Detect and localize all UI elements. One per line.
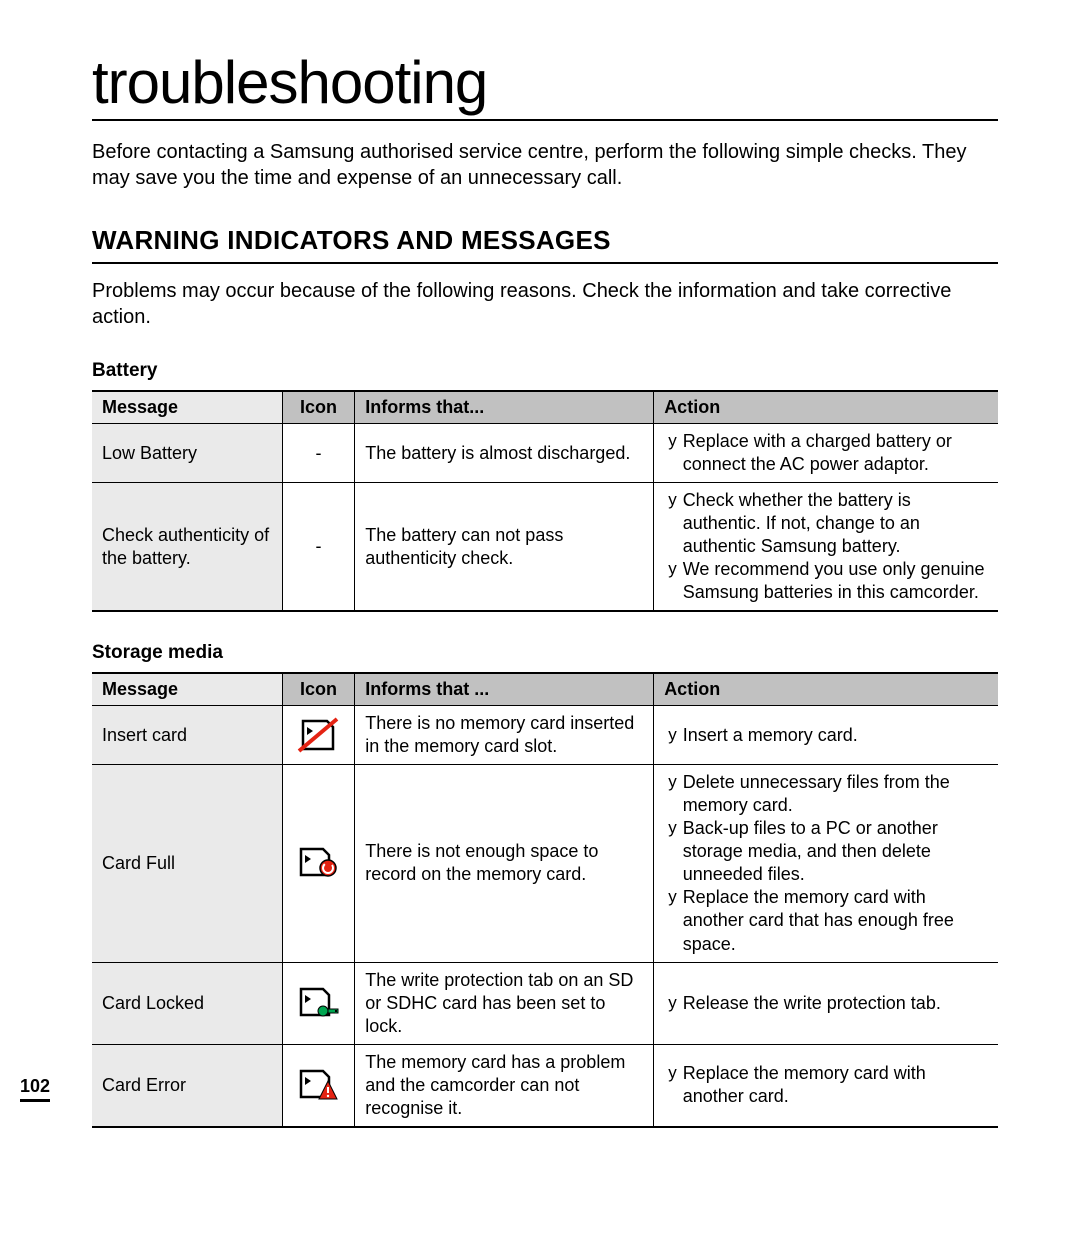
col-header-informs: Informs that ... [355,673,654,706]
cell-message: Check authenticity of the battery. [92,483,282,612]
bullet-icon: y [668,558,677,580]
col-header-icon: Icon [282,673,354,706]
card-locked-icon [293,983,343,1023]
page-title: troubleshooting [92,48,998,121]
intro-paragraph: Before contacting a Samsung authorised s… [92,139,998,191]
storage-table: Message Icon Informs that ... Action Ins… [92,672,998,1128]
bullet-icon: y [668,886,677,908]
bullet-icon: y [668,992,677,1014]
col-header-message: Message [92,391,282,424]
action-text: Back-up files to a PC or another storage… [683,817,988,886]
bullet-icon: y [668,771,677,793]
section-intro: Problems may occur because of the follow… [92,278,998,330]
cell-icon: - [282,483,354,612]
bullet-icon: y [668,430,677,452]
table-row: Card Full There is not enough space to r… [92,765,998,962]
table-row: Insert card There is no memory card inse… [92,706,998,765]
cell-action: y Check whether the battery is authentic.… [654,483,998,612]
bullet-icon: y [668,1062,677,1084]
cell-icon [282,706,354,765]
action-text: Replace the memory card with another car… [683,1062,988,1108]
page-number: 102 [20,1076,50,1102]
cell-message: Low Battery [92,424,282,483]
cell-action: y Delete unnecessary files from the memor… [654,765,998,962]
battery-table: Message Icon Informs that... Action Low … [92,390,998,612]
col-header-informs: Informs that... [355,391,654,424]
table-row: Card Locked The write protection tab on … [92,962,998,1044]
card-error-icon [293,1065,343,1105]
bullet-icon: y [668,817,677,839]
cell-icon: - [282,424,354,483]
action-text: Delete unnecessary files from the memory… [683,771,988,817]
action-text: Replace the memory card with another car… [683,886,988,955]
table-title-storage: Storage media [92,642,998,664]
action-text: We recommend you use only genuine Samsun… [683,558,988,604]
cell-message: Card Locked [92,962,282,1044]
cell-icon [282,962,354,1044]
cell-message: Card Error [92,1044,282,1127]
action-text: Insert a memory card. [683,724,988,747]
cell-icon [282,765,354,962]
table-row: Low Battery - The battery is almost disc… [92,424,998,483]
bullet-icon: y [668,489,677,511]
bullet-icon: y [668,724,677,746]
col-header-message: Message [92,673,282,706]
col-header-icon: Icon [282,391,354,424]
cell-action: y Replace the memory card with another ca… [654,1044,998,1127]
cell-action: y Release the write protection tab. [654,962,998,1044]
action-text: Release the write protection tab. [683,992,988,1015]
table-title-battery: Battery [92,360,998,382]
cell-informs: There is not enough space to record on t… [355,765,654,962]
col-header-action: Action [654,391,998,424]
no-card-icon [293,715,343,755]
section-heading: WARNING INDICATORS AND MESSAGES [92,225,998,264]
table-row: Card Error The memory card has a problem… [92,1044,998,1127]
cell-action: y Insert a memory card. [654,706,998,765]
cell-message: Insert card [92,706,282,765]
cell-informs: There is no memory card inserted in the … [355,706,654,765]
action-text: Check whether the battery is authentic. … [683,489,988,558]
cell-informs: The memory card has a problem and the ca… [355,1044,654,1127]
table-row: Check authenticity of the battery. - The… [92,483,998,612]
cell-informs: The battery is almost discharged. [355,424,654,483]
document-page: troubleshooting Before contacting a Sams… [0,0,1080,1234]
cell-informs: The write protection tab on an SD or SDH… [355,962,654,1044]
cell-icon [282,1044,354,1127]
card-full-icon [293,843,343,883]
cell-informs: The battery can not pass authenticity ch… [355,483,654,612]
cell-message: Card Full [92,765,282,962]
action-text: Replace with a charged battery or connec… [683,430,988,476]
cell-action: y Replace with a charged battery or conne… [654,424,998,483]
col-header-action: Action [654,673,998,706]
